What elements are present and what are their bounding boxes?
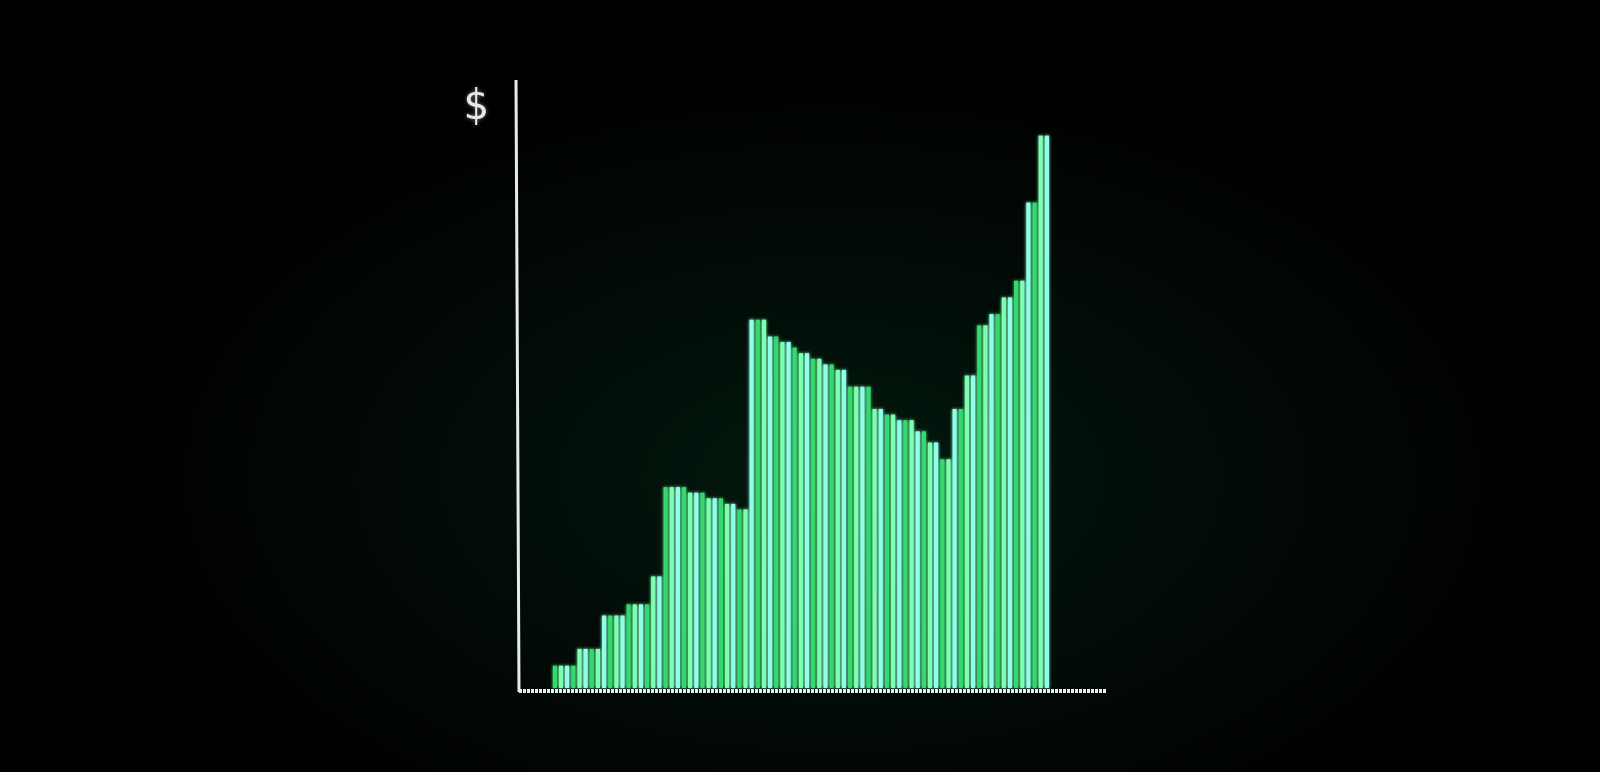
bar <box>780 342 785 688</box>
bar <box>854 386 859 688</box>
bar <box>1014 280 1019 688</box>
bar <box>804 353 810 688</box>
bar <box>897 420 902 688</box>
bar <box>946 459 951 688</box>
bar <box>915 431 920 688</box>
bar <box>829 364 834 688</box>
bar <box>1032 202 1037 688</box>
bar <box>626 604 631 688</box>
bar <box>602 615 607 688</box>
bar <box>940 459 945 688</box>
bar <box>1007 297 1013 688</box>
bar <box>731 503 736 688</box>
bar <box>663 487 668 688</box>
bar <box>577 648 582 688</box>
bar <box>774 336 779 688</box>
bar <box>995 314 1000 688</box>
y-axis-label: $ <box>463 80 489 129</box>
bar <box>645 604 650 688</box>
bar <box>841 369 846 688</box>
bar <box>620 615 625 688</box>
bar <box>743 509 748 688</box>
bar <box>768 336 773 688</box>
bar <box>964 375 969 688</box>
bar <box>669 487 674 688</box>
bar <box>792 347 797 688</box>
bar <box>921 431 926 688</box>
bar <box>884 414 890 688</box>
bar <box>971 375 976 688</box>
bar <box>737 509 742 688</box>
bar <box>798 353 803 688</box>
bar <box>989 314 994 688</box>
bar <box>632 604 637 688</box>
bar <box>1026 202 1031 688</box>
bar <box>934 442 939 688</box>
bar <box>860 386 865 688</box>
bar <box>700 492 705 688</box>
bar <box>1001 297 1006 688</box>
bar <box>688 492 693 688</box>
bar <box>595 648 600 688</box>
bar <box>835 369 840 688</box>
bar <box>983 325 988 688</box>
bar <box>958 409 963 688</box>
bar <box>571 665 576 688</box>
bar <box>712 498 717 688</box>
bar <box>927 442 933 688</box>
bar <box>583 648 588 688</box>
bar <box>1038 135 1043 689</box>
bar <box>657 576 662 688</box>
bar <box>1044 135 1049 689</box>
bar <box>1020 280 1025 688</box>
bar <box>811 358 816 688</box>
bar <box>755 319 760 688</box>
bar <box>725 503 730 688</box>
bar <box>761 319 767 688</box>
bar <box>589 648 594 688</box>
bar <box>706 498 711 688</box>
bar <box>848 386 853 688</box>
bar <box>552 665 557 688</box>
bar <box>903 420 908 688</box>
bar <box>608 615 613 688</box>
bar <box>786 342 791 688</box>
bar <box>977 325 982 688</box>
bar <box>823 364 828 688</box>
bar <box>878 409 883 688</box>
bar <box>565 665 570 688</box>
y-axis <box>514 79 521 693</box>
bar <box>718 498 723 688</box>
bar <box>891 414 896 688</box>
bar <box>909 420 914 688</box>
bar <box>638 604 644 688</box>
bar <box>952 409 957 688</box>
bar-group <box>552 135 1049 689</box>
bar <box>651 576 656 688</box>
bar <box>872 409 877 688</box>
bar <box>681 487 687 688</box>
bar <box>614 615 619 688</box>
bar <box>817 358 822 688</box>
bar <box>866 386 871 688</box>
bar <box>749 319 754 688</box>
bar <box>675 487 680 688</box>
bar <box>694 492 699 688</box>
bar <box>558 665 564 688</box>
